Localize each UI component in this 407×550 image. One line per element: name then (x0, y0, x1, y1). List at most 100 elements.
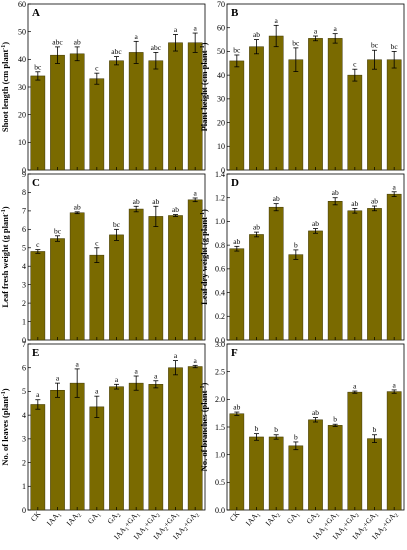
bar (288, 59, 304, 171)
chart-panel-d: D 0.0 0.2 0.4 0.6 0.8 1.0 1.2 1.4 Leaf dry weight… (199, 170, 405, 345)
panel-letter: A (32, 7, 40, 19)
y-tick-label: 30 (18, 83, 26, 92)
chart-panel-b: B 0 10 20 30 40 50 60 70 Plant height (cm plant-1… (199, 0, 405, 175)
significance-letter: b (255, 424, 259, 433)
bar (308, 38, 323, 171)
y-tick-label: 4 (22, 411, 26, 420)
significance-letter: abc (151, 43, 162, 52)
y-tick-label: 2.5 (215, 367, 225, 376)
chart-panel-f: F 0.0 0.5 1.0 1.5 2.0 2.5 3.0 No. of branches (p… (199, 340, 405, 541)
significance-letter: a (134, 32, 138, 41)
y-tick-label: 10 (217, 142, 225, 151)
significance-letter: a (115, 375, 119, 384)
significance-letter: a (392, 182, 396, 191)
y-axis-label: Leaf fresh weight (g plant-1) (0, 206, 10, 307)
bar (386, 193, 402, 341)
y-axis-label: Plant height (cm plant-1) (199, 42, 209, 131)
y-tick-label: 0 (22, 506, 26, 515)
y-tick-label: 5 (22, 244, 26, 253)
bar (89, 406, 105, 511)
bar (249, 46, 264, 171)
significance-letter: abc (111, 47, 122, 56)
bar (347, 210, 363, 341)
x-tick-label: GA1 (86, 509, 103, 527)
y-tick-label: 10 (18, 138, 26, 147)
significance-letter: a (134, 367, 138, 376)
y-tick-label: 3 (22, 280, 26, 289)
significance-letter: ab (133, 197, 140, 206)
significance-letter: a (333, 24, 337, 33)
significance-letter: a (353, 382, 357, 391)
y-tick-label: 1.0 (215, 217, 225, 226)
bar (347, 391, 363, 511)
bar (89, 78, 105, 171)
y-tick-label: 60 (18, 0, 26, 9)
y-tick-label: 3.0 (215, 340, 225, 349)
bar (69, 212, 85, 341)
bar (50, 238, 65, 341)
y-tick-label: 20 (217, 118, 225, 127)
significance-letter: bc (292, 38, 300, 47)
significance-letter: ab (172, 205, 179, 214)
y-tick-label: 0 (22, 166, 26, 175)
y-tick-label: 20 (18, 110, 26, 119)
significance-letter: ab (233, 403, 240, 412)
bar (128, 382, 144, 511)
x-tick-label: IAA1 (244, 509, 263, 529)
y-tick-label: 2.0 (215, 395, 225, 404)
y-tick-label: 70 (217, 0, 225, 9)
significance-letter: a (75, 359, 79, 368)
significance-letter: ab (351, 199, 358, 208)
bar (367, 208, 382, 341)
bar (89, 254, 105, 341)
significance-letter: a (174, 351, 178, 360)
bar (50, 54, 65, 171)
bar (288, 254, 304, 341)
significance-letter: bc (34, 62, 42, 71)
x-tick-label: CK (29, 509, 43, 523)
significance-letter: a (95, 387, 99, 396)
significance-letter: a (36, 390, 40, 399)
bar (229, 248, 245, 341)
y-tick-label: 0.6 (215, 265, 225, 274)
significance-letter: a (193, 24, 197, 33)
bar (128, 52, 144, 171)
bar (308, 230, 323, 341)
bar (268, 206, 284, 341)
bar (347, 74, 363, 171)
bar (168, 42, 183, 171)
y-tick-label: 2 (22, 299, 26, 308)
y-tick-label: 1.4 (215, 170, 225, 179)
bar (30, 75, 46, 171)
y-tick-label: 30 (217, 95, 225, 104)
chart-panel-c: C 0 1 2 3 4 5 6 7 8 9 Leaf fresh weight (g plant-1)… (0, 170, 206, 345)
significance-letter: b (373, 425, 377, 434)
significance-letter: b (294, 432, 298, 441)
y-tick-label: 7 (22, 340, 26, 349)
bar (168, 215, 183, 341)
bar (148, 384, 164, 511)
bar (327, 38, 343, 171)
bar (367, 59, 382, 171)
x-tick-label: GA1 (285, 509, 302, 527)
y-tick-label: 0.0 (215, 336, 225, 345)
significance-letter: bc (233, 45, 241, 54)
y-tick-label: 50 (18, 27, 26, 36)
y-axis-label: No. of branches (plant-1) (199, 383, 209, 472)
y-axis-label: Shoot length (cm plant-1) (0, 42, 10, 132)
y-tick-label: 9 (22, 170, 26, 179)
panel-letter: E (32, 347, 39, 359)
significance-letter: c (95, 64, 99, 73)
significance-letter: bc (113, 220, 121, 229)
significance-letter: ab (74, 202, 81, 211)
bar (249, 436, 264, 511)
x-tick-label: IAA1 (45, 509, 64, 529)
y-tick-label: 1.0 (215, 450, 225, 459)
bar (109, 234, 124, 341)
panel-letter: F (231, 347, 238, 359)
significance-letter: a (274, 16, 278, 25)
bar (229, 60, 245, 171)
y-tick-label: 0.2 (215, 312, 225, 321)
y-tick-label: 8 (22, 188, 26, 197)
